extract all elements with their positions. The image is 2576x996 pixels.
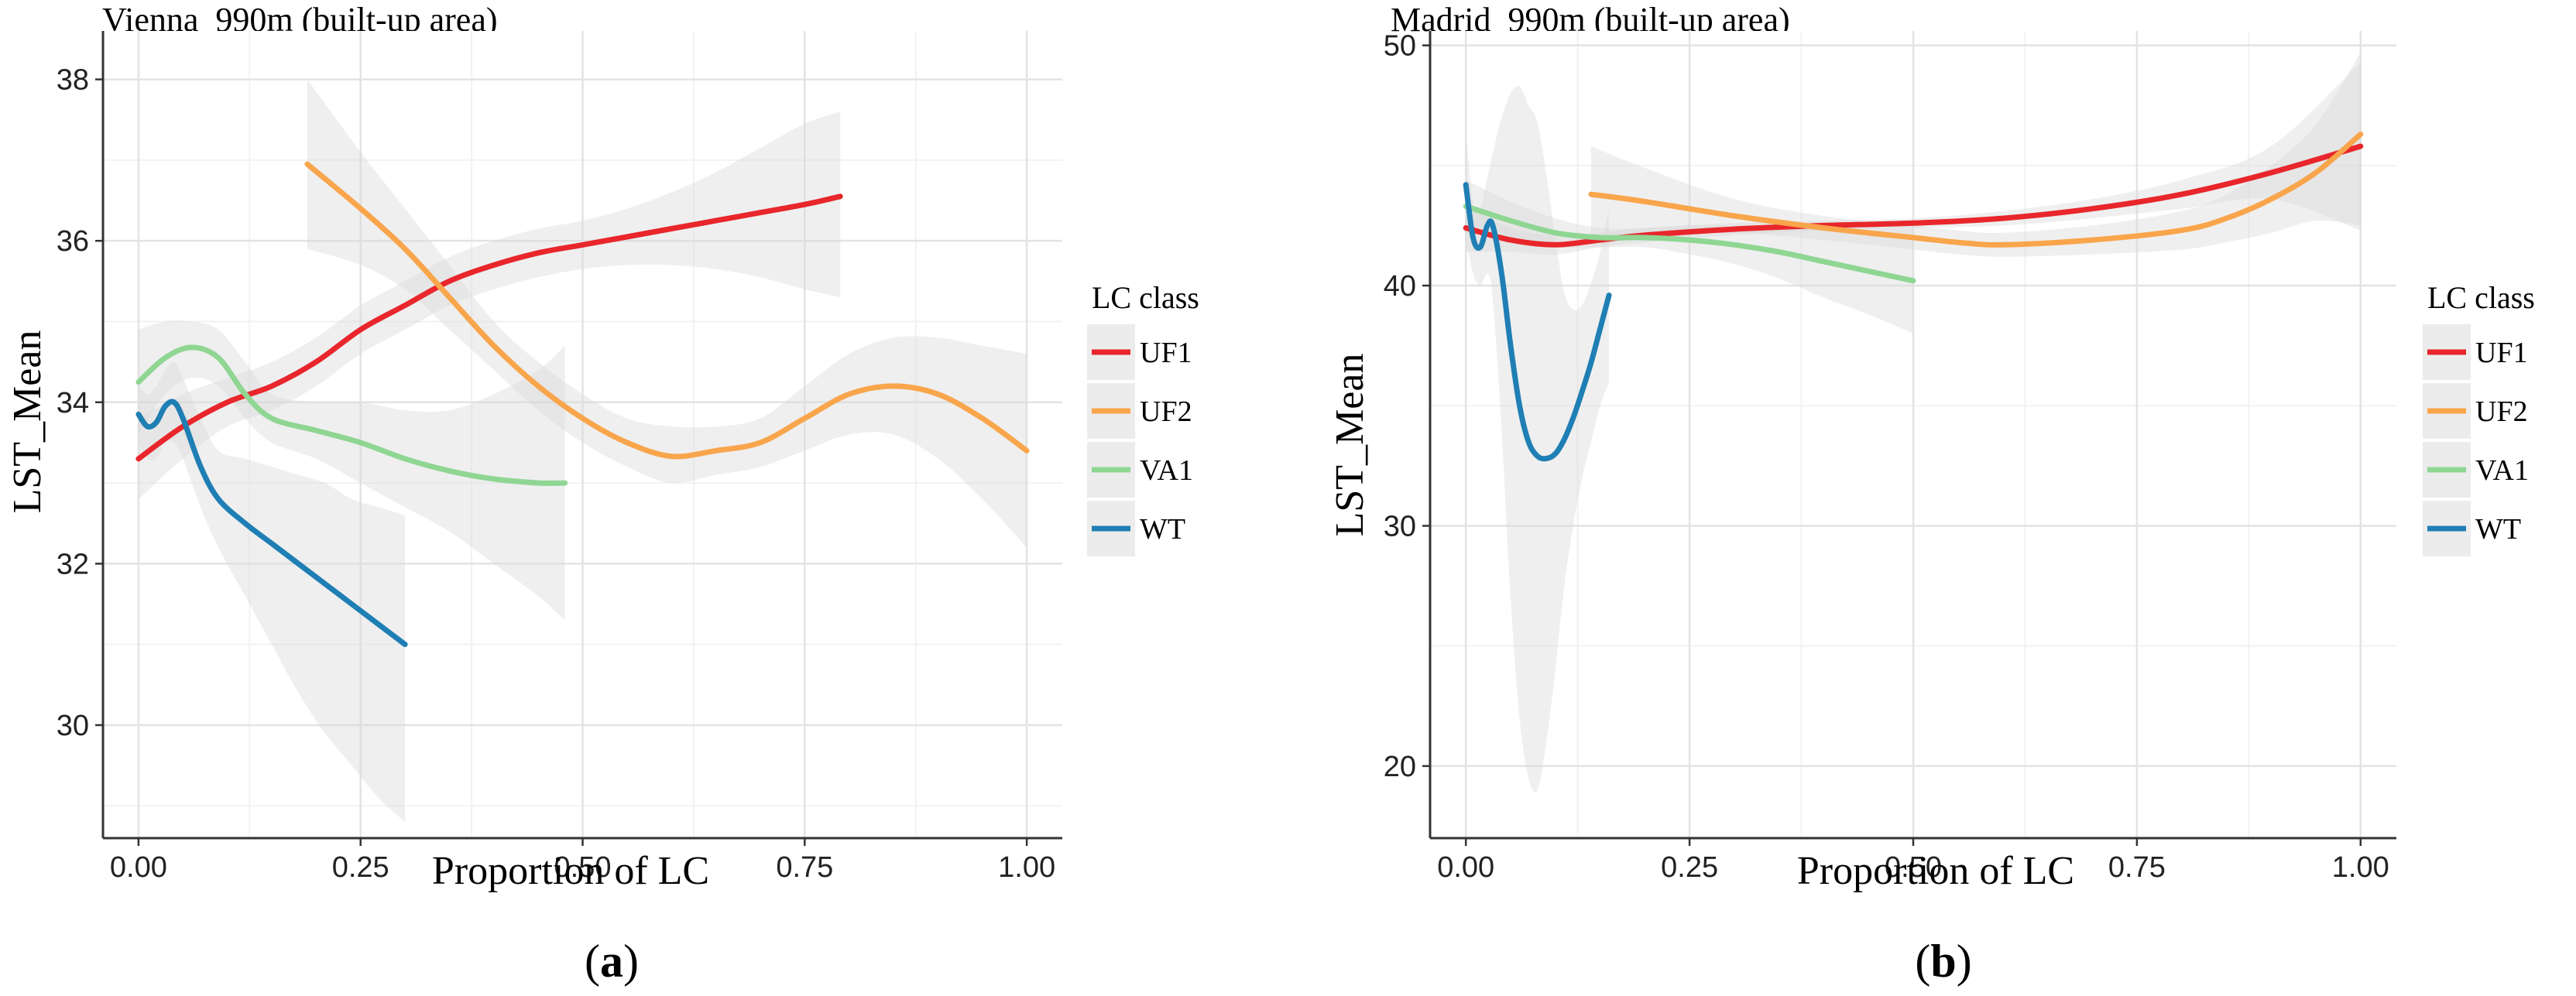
y-tick-label: 38 [57, 64, 89, 97]
legend: LC class UF1 UF2 VA1 WT [2423, 280, 2535, 556]
x-tick-label: 0.75 [2108, 851, 2166, 884]
confidence-band-uf1 [138, 111, 841, 499]
series-line-wt [135, 399, 408, 648]
legend-label-wt: WT [2475, 513, 2521, 546]
x-tick-label: 0.00 [1437, 851, 1494, 884]
y-tick-label: 50 [1384, 30, 1416, 63]
y-tick-label: 36 [57, 225, 89, 258]
legend-title: LC class [1092, 280, 1199, 315]
legend-label-uf1: UF1 [2475, 337, 2528, 369]
series-line-uf2 [304, 161, 1030, 460]
legend-label-uf2: UF2 [1140, 395, 1192, 428]
x-tick-label: 0.25 [1661, 851, 1718, 884]
legend: LC class UF1 UF2 VA1 WT [1087, 280, 1199, 556]
panel-b: Madrid_990m (built-up area) 0.00 0.25 0.50… [1328, 1, 2535, 987]
legend-label-uf1: UF1 [1140, 337, 1192, 369]
y-axis-label: LST_Mean [5, 330, 50, 514]
y-tick-label: 32 [57, 548, 89, 580]
y-tick-label: 20 [1384, 751, 1416, 783]
x-axis-label: Proportion of LC [1797, 849, 2074, 893]
panel-letter: a [600, 936, 623, 987]
x-tick-label: 1.00 [2332, 851, 2389, 884]
x-tick-label: 0.25 [332, 851, 389, 884]
y-axis-label: LST_Mean [1328, 354, 1372, 537]
legend-title: LC class [2427, 280, 2535, 315]
x-tick-label: 0.50 [1885, 851, 1942, 884]
series-line-uf1 [1463, 143, 2364, 248]
x-tick-label: 0.50 [554, 851, 612, 884]
panel-letter: b [1930, 936, 1956, 987]
confidence-band-uf1 [1466, 62, 2361, 255]
series-line-va1 [1463, 204, 1916, 284]
series-line-wt [1463, 182, 1612, 462]
x-tick-label: 0.75 [776, 851, 833, 884]
y-tick-label: 30 [57, 710, 89, 742]
confidence-band-va1 [1466, 180, 1913, 334]
legend-label-uf2: UF2 [2475, 395, 2528, 428]
plot-area: 0.00 0.25 0.50 0.75 1.00 30 32 34 36 38 [57, 31, 1062, 884]
legend-label-va1: VA1 [2475, 454, 2529, 487]
y-tick-label: 40 [1384, 270, 1416, 303]
confidence-band-uf2 [307, 79, 1027, 548]
x-tick-label: 1.00 [998, 851, 1055, 884]
x-tick-label: 0.00 [110, 851, 167, 884]
y-tick-label: 30 [1384, 510, 1416, 542]
x-axis-label: Proportion of LC [432, 849, 709, 893]
panel-caption: (b) [1915, 936, 1971, 987]
series-line-va1 [135, 344, 568, 486]
series-line-uf2 [1588, 132, 2364, 248]
legend-label-wt: WT [1140, 513, 1185, 546]
legend-label-va1: VA1 [1140, 454, 1193, 487]
panel-caption: (a) [585, 936, 639, 987]
panel-a: Vienna_990m (built-up area) 0.00 0.25 0.50… [5, 1, 1199, 987]
series-line-uf1 [135, 193, 843, 462]
y-tick-label: 34 [57, 387, 89, 419]
plot-area: 0.00 0.25 0.50 0.75 1.00 20 30 40 50 [1384, 30, 2396, 884]
